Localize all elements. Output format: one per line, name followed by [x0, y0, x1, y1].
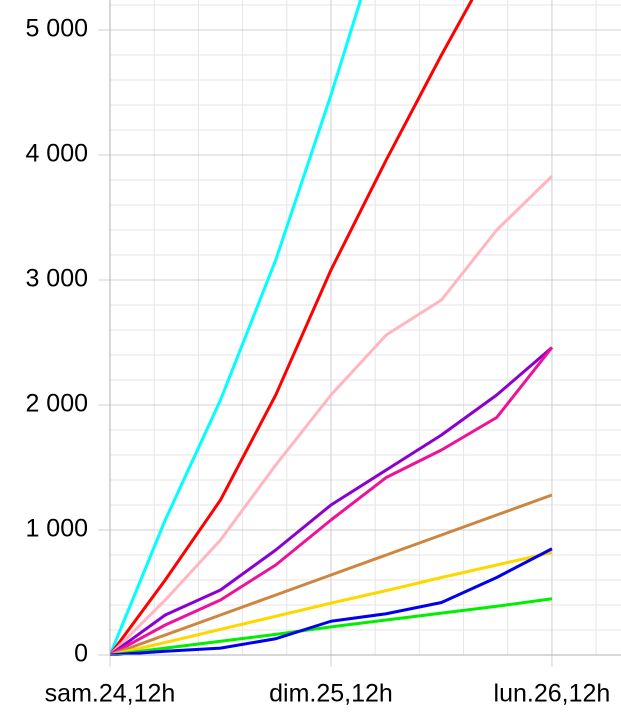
x-tick-label: dim.25,12h	[269, 680, 393, 708]
line-series	[110, 346, 554, 656]
y-tick-label: 4 000	[25, 140, 88, 168]
axes: 0 1 000 2 000 3 000 4 000 5 000 sam.24,12h dim.…	[25, 0, 621, 708]
line-series	[110, 493, 553, 656]
line-series	[110, 597, 553, 656]
y-tick-label: 1 000	[25, 515, 88, 543]
x-tick-label: sam.24,12h	[45, 680, 176, 708]
line-series	[110, 551, 553, 656]
y-tick-label: 0	[74, 640, 88, 668]
y-tick-label: 5 000	[25, 15, 88, 43]
x-tick-label: lun.26,12h	[494, 680, 611, 708]
y-tick-label: 2 000	[25, 390, 88, 418]
line-series	[110, 0, 363, 656]
line-series	[110, 0, 474, 656]
y-tick-label: 3 000	[25, 265, 88, 293]
line-series	[110, 175, 553, 656]
plot-area	[110, 0, 554, 656]
grid	[98, 0, 621, 667]
line-series	[110, 547, 553, 656]
line-series	[110, 346, 553, 656]
